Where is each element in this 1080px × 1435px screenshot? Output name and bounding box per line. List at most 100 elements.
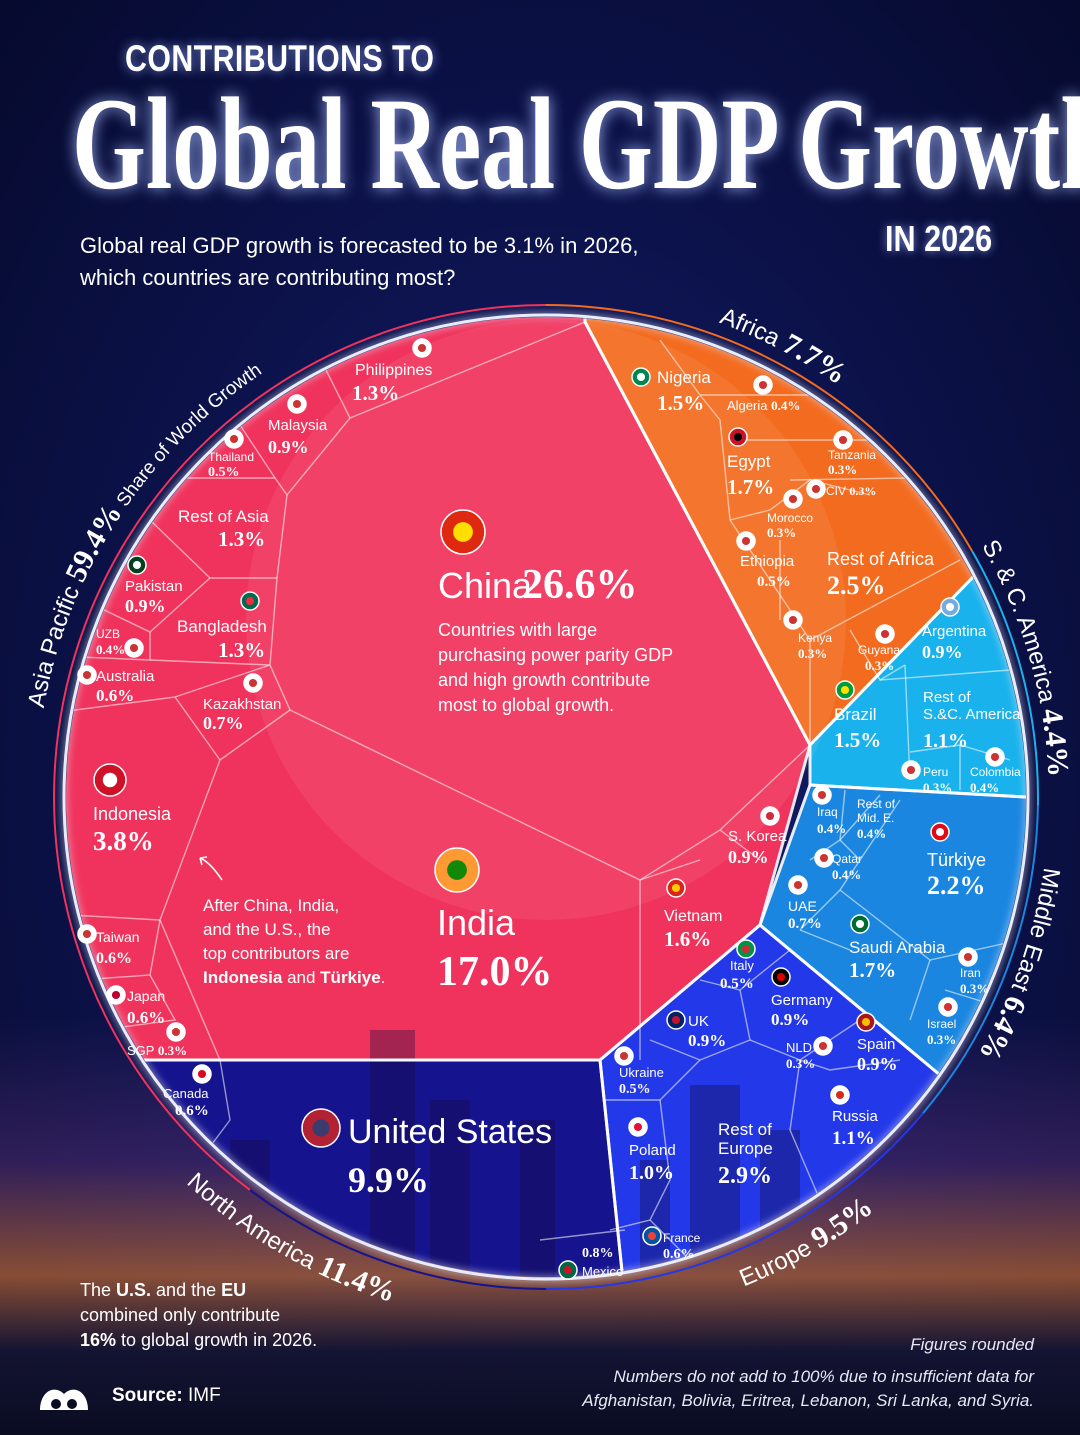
- cell-label-egypt: Egypt 1.7%: [727, 427, 774, 499]
- flag-icon-thailand: [224, 429, 244, 449]
- flag-icon-guyana: [875, 624, 895, 644]
- china-annotation-line: and high growth contribute: [438, 670, 650, 690]
- country-name: Rest of Africa: [827, 549, 935, 569]
- flag-icon-algeria: [753, 375, 773, 395]
- skyline-building: [520, 1120, 555, 1277]
- china-annotation-line: Countries with large: [438, 620, 597, 640]
- rim-arc-sca: [971, 550, 1039, 806]
- country-value: 0.6%: [663, 1247, 695, 1262]
- flag-icon-uzb: [124, 638, 144, 658]
- title-year: IN 2026: [885, 218, 993, 259]
- flag-icon-turkiye: [930, 822, 950, 842]
- country-name: Peru: [923, 765, 948, 779]
- country-name: Russia: [832, 1108, 879, 1125]
- cell-label-argentina: Argentina 0.9%: [922, 597, 987, 662]
- china-annotation-line: purchasing power parity GDP: [438, 645, 673, 665]
- flag-icon-saudi: [850, 914, 870, 934]
- country-value: 0.7%: [788, 916, 822, 932]
- country-name: Canada: [163, 1086, 209, 1101]
- country-name: Bangladesh: [177, 617, 267, 636]
- country-name: Mexico: [582, 1264, 623, 1279]
- cell-label-india: India 17.0%: [434, 847, 553, 995]
- country-name: Vietnam: [664, 908, 722, 925]
- india-annotation-line: Indonesia and Türkiye.: [203, 968, 385, 987]
- flag-icon-nigeria: [631, 367, 651, 387]
- cell-border: [159, 709, 291, 1061]
- cell-border: [789, 1059, 821, 1201]
- country-value: 0.4%: [96, 642, 125, 657]
- country-name: Nigeria: [657, 368, 711, 387]
- country-name: Rest of S.&C. America: [923, 689, 1021, 723]
- country-name: France: [663, 1231, 701, 1245]
- flag-icon-colombia: [985, 747, 1005, 767]
- country-value: 0.3%: [865, 658, 894, 673]
- country-value: 1.3%: [352, 381, 399, 405]
- country-value: 0.3%: [849, 484, 876, 498]
- cell-border: [639, 859, 701, 881]
- cell-label-sgp: SGP 0.3%: [127, 1022, 187, 1058]
- country-value: 0.6%: [96, 686, 134, 705]
- flag-icon-us: [301, 1108, 341, 1148]
- country-value: 0.4%: [832, 867, 861, 882]
- country-name: Rest of Mid. E.: [857, 797, 896, 825]
- note-bold-16: 16%: [80, 1330, 117, 1350]
- country-name: Philippines: [355, 362, 432, 379]
- country-value: 0.3%: [767, 525, 796, 540]
- country-name: United States: [348, 1113, 552, 1151]
- note-bold-eu: EU: [221, 1280, 247, 1300]
- flag-icon-morocco: [783, 489, 803, 509]
- country-name: Ethiopia: [740, 553, 795, 570]
- publisher-logo-icon: [40, 1389, 88, 1410]
- flag-icon-argentina: [940, 597, 960, 617]
- cell-border: [799, 1059, 901, 1071]
- country-name: Egypt: [727, 452, 771, 471]
- country-name: UZB: [96, 627, 120, 641]
- cell-label-uk: UK0.9%: [666, 1010, 726, 1050]
- flag-icon-israel: [938, 997, 958, 1017]
- cell-label-italy: Italy 0.5%: [720, 939, 756, 992]
- cell-border: [609, 1099, 671, 1231]
- cell-border: [729, 509, 771, 521]
- flag-icon-poland: [628, 1117, 648, 1137]
- cell-label-rest_sca: Rest of S.&C. America 1.1%: [923, 689, 1021, 752]
- flag-icon-indonesia: [93, 763, 127, 797]
- country-name: Poland: [629, 1142, 676, 1159]
- country-value: 0.5%: [208, 465, 240, 480]
- country-value: 0.5%: [757, 574, 791, 590]
- rim-arc-africa: [545, 304, 973, 552]
- country-name: Iran: [960, 966, 981, 980]
- flag-icon-tanzania: [833, 430, 853, 450]
- cell-border: [809, 559, 961, 641]
- cell-label-rest_me: Rest of Mid. E.0.4%: [857, 797, 896, 841]
- cell-label-poland: Poland 1.0%: [628, 1117, 676, 1184]
- india-annotation-line: After China, India,: [203, 896, 339, 915]
- flag-icon-sgp: [166, 1022, 186, 1042]
- flag-icon-bangladesh: [240, 591, 260, 611]
- disclaimer-line-2: Afghanistan, Bolivia, Eritrea, Lebanon, …: [582, 1391, 1034, 1410]
- cell-label-ukraine: Ukraine 0.5%: [614, 1046, 664, 1097]
- country-name: China: [438, 565, 533, 606]
- footer-disclaimer: Figures rounded Numbers do not add to 10…: [582, 1333, 1034, 1413]
- country-name: Rest of Europe: [718, 1120, 773, 1158]
- country-name: NLD: [786, 1040, 812, 1055]
- country-name: Rest of Asia: [178, 507, 269, 526]
- cell-label-rest_europe: Rest of Europe 2.9%: [718, 1120, 773, 1189]
- flag-icon-nld: [813, 1036, 833, 1056]
- country-value: 2.5%: [827, 571, 886, 600]
- cell-border: [909, 959, 931, 1021]
- country-value: 1.1%: [923, 730, 968, 752]
- cell-label-nigeria: Nigeria 1.5%: [631, 367, 711, 415]
- country-value: 0.8%: [582, 1246, 614, 1261]
- country-value: 1.5%: [657, 391, 704, 415]
- country-name: Taiwan: [96, 929, 140, 945]
- country-name: Argentina: [922, 623, 987, 640]
